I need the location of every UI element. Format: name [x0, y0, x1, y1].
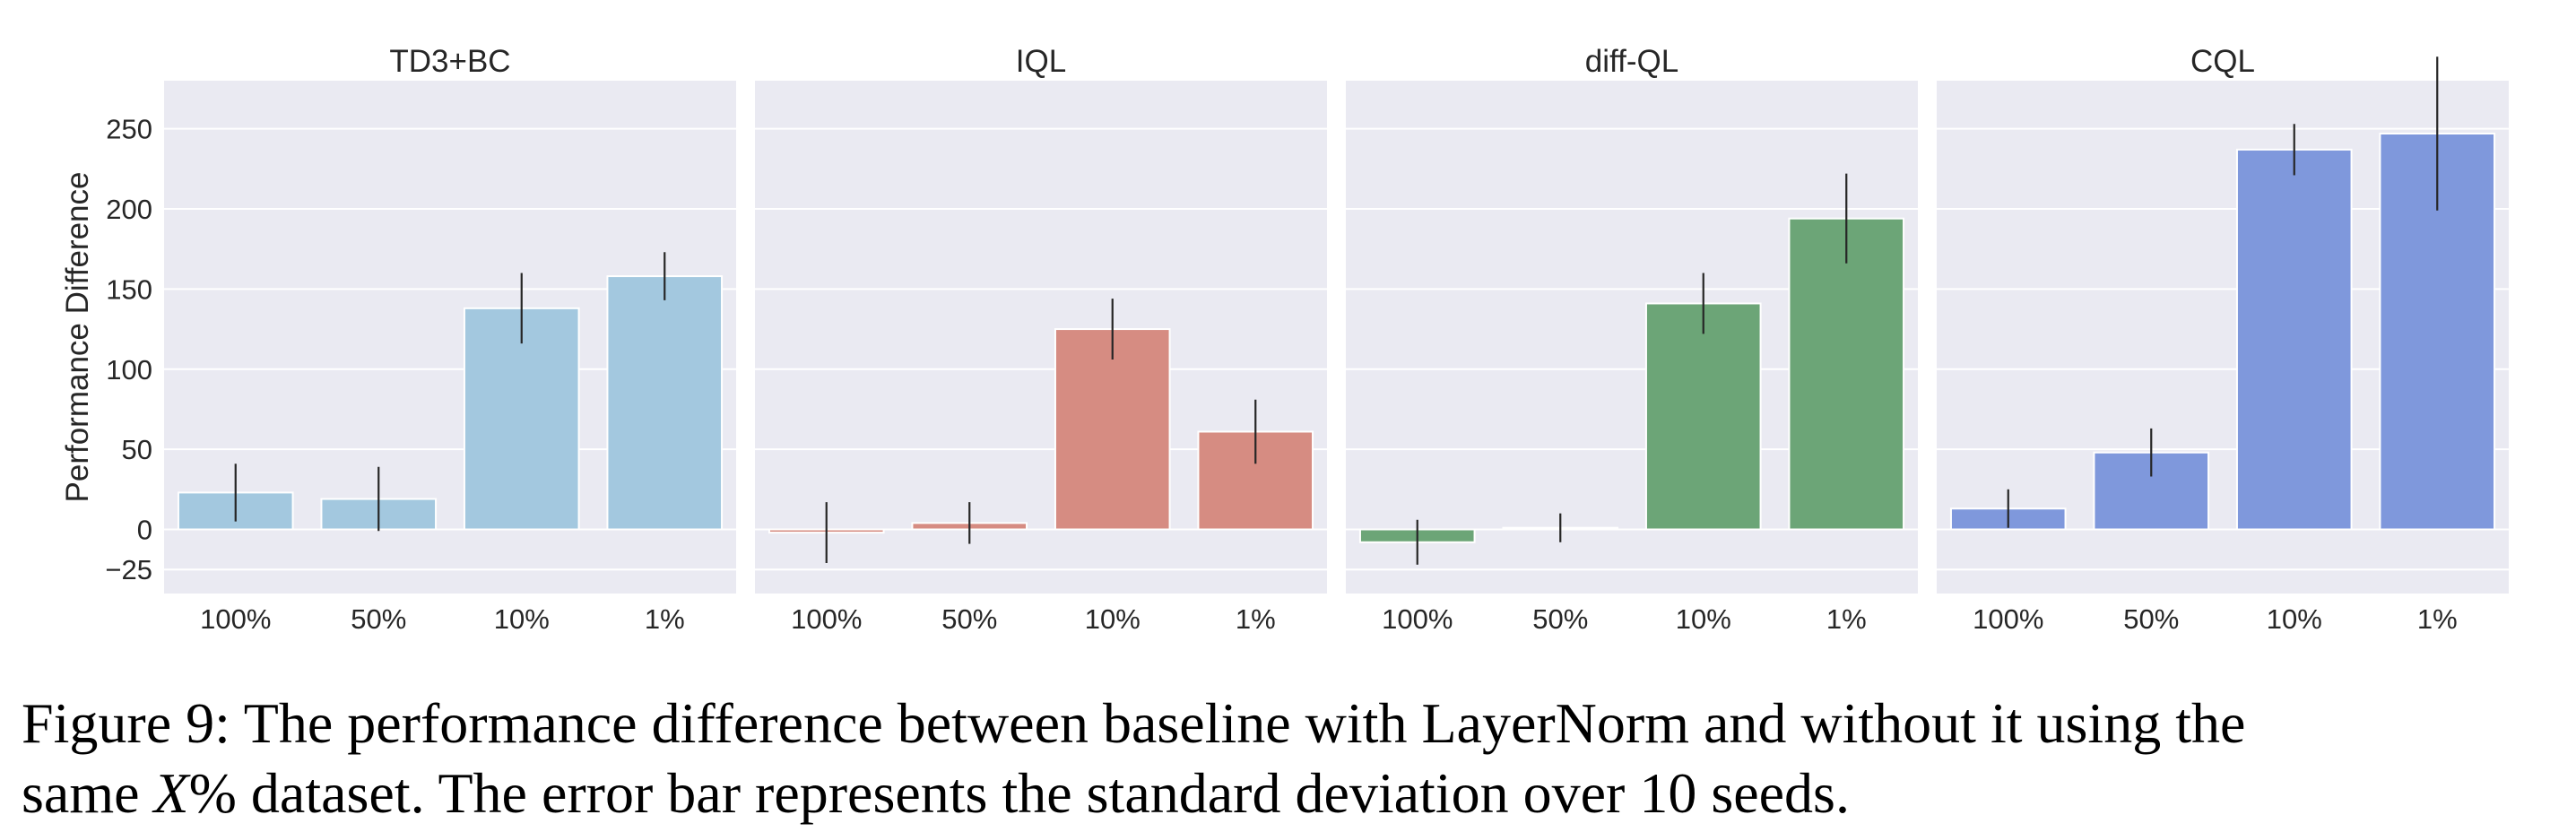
caption-line-1: Figure 9: The performance difference bet… [22, 691, 2246, 755]
panel-1: TD3+BC 100% 50% 10% 1% [164, 44, 736, 635]
x-tick-label: 10% [494, 603, 550, 635]
panel-title: diff-QL [1585, 44, 1678, 79]
y-axis-label: Performance Difference [60, 172, 95, 503]
y-tick-label: 200 [106, 194, 152, 225]
x-tick-label: 10% [1676, 603, 1731, 635]
y-tick-label: 50 [122, 434, 152, 465]
x-tick-label: 50% [1532, 603, 1588, 635]
y-tick-label: 100 [106, 354, 152, 386]
caption-line-2: same X% dataset. The error bar represent… [22, 758, 2568, 828]
x-tick-label: 10% [1085, 603, 1141, 635]
x-tick-label: 100% [791, 603, 862, 635]
panel-3: diff-QL 100% 50% 10% 1% [1346, 44, 1918, 635]
x-tick-label: 1% [2417, 603, 2458, 635]
caption-line-2-start: same [22, 761, 154, 825]
x-tick-label: 100% [1973, 603, 2043, 635]
bar [1054, 328, 1171, 531]
x-tick-label: 100% [200, 603, 271, 635]
bar [1644, 302, 1762, 531]
bar [2235, 148, 2353, 531]
x-tick-label: 10% [2267, 603, 2322, 635]
panel-title: TD3+BC [389, 44, 510, 79]
x-tick-label: 1% [645, 603, 685, 635]
y-tick-label: 150 [106, 273, 152, 305]
panel-title: CQL [2190, 44, 2255, 79]
bar [606, 275, 724, 531]
y-tick-label: −25 [105, 554, 152, 585]
x-tick-label: 100% [1382, 603, 1453, 635]
bar [1788, 217, 1905, 531]
caption-line-2-end: % dataset. The error bar represents the … [188, 761, 1850, 825]
caption-variable: X [153, 761, 189, 825]
x-tick-label: 50% [2123, 603, 2179, 635]
x-tick-label: 1% [1236, 603, 1276, 635]
y-tick-label: 0 [137, 515, 152, 546]
panel-title: IQL [1016, 44, 1066, 79]
panel-4: CQL 100% 50% 10% 1% [1937, 44, 2509, 635]
x-tick-label: 1% [1826, 603, 1867, 635]
x-tick-label: 50% [941, 603, 997, 635]
y-tick-label: 250 [106, 114, 152, 145]
figure-caption: Figure 9: The performance difference bet… [22, 689, 2568, 828]
panel-2: IQL 100% 50% 10% 1% [755, 44, 1327, 635]
x-tick-label: 50% [351, 603, 406, 635]
